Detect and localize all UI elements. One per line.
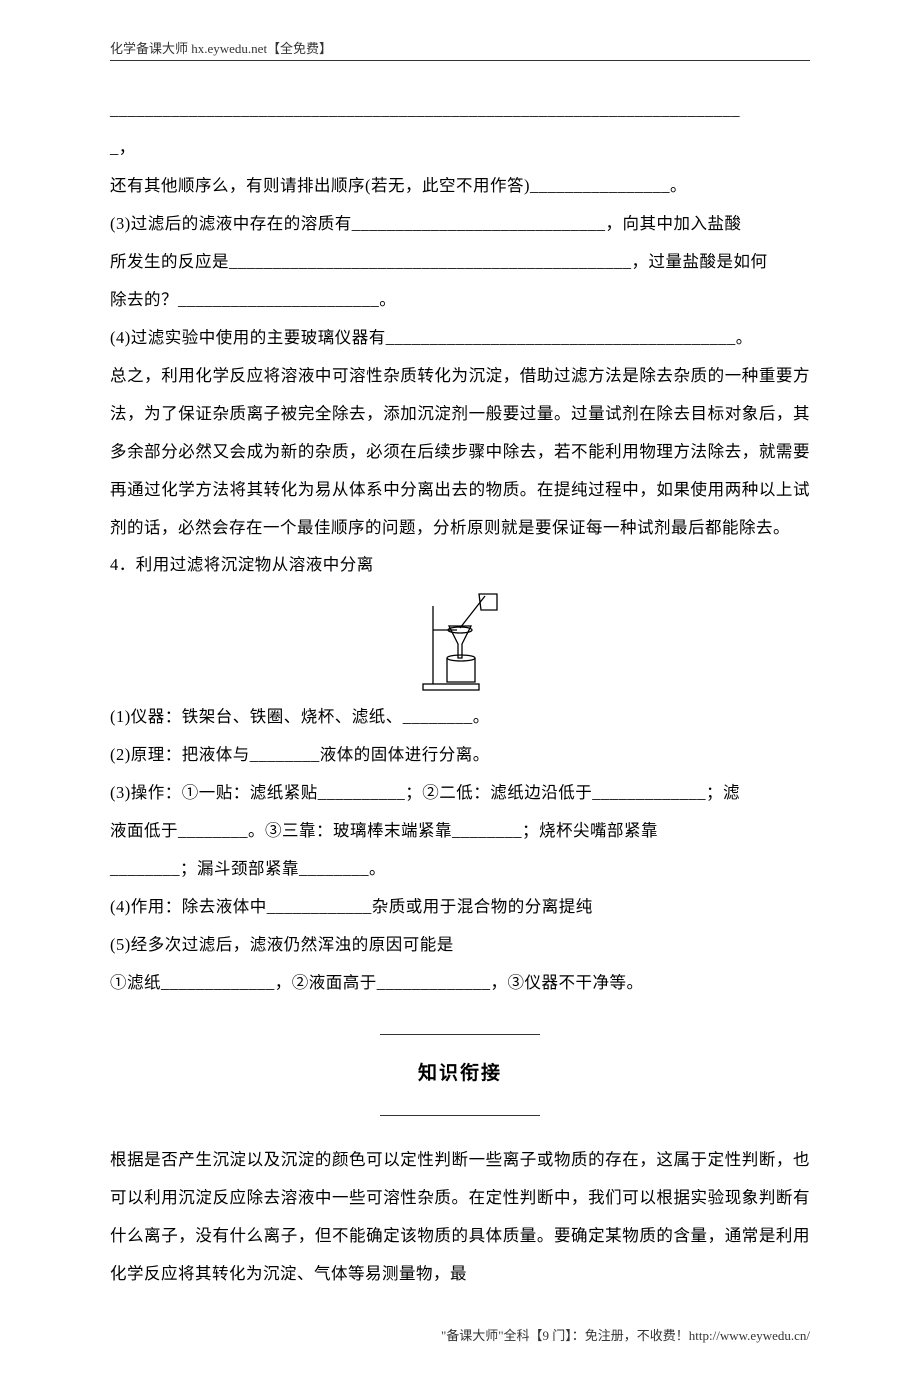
q2-principle: (2)原理：把液体与________液体的固体进行分离。 [110, 736, 810, 774]
q3-operation-a: (3)操作：①一贴：滤纸紧贴__________；②二低：滤纸边沿低于_____… [110, 774, 810, 812]
line-q3-remove: 除去的？_______________________。 [110, 281, 810, 319]
heading-4: 4．利用过滤将沉淀物从溶液中分离 [110, 546, 810, 584]
q1-apparatus: (1)仪器：铁架台、铁圈、烧杯、滤纸、________。 [110, 698, 810, 736]
line-q3-reaction: 所发生的反应是_________________________________… [110, 243, 810, 281]
line-q4-glassware: (4)过滤实验中使用的主要玻璃仪器有______________________… [110, 319, 810, 357]
section-title: 知识衔接 [412, 1063, 508, 1084]
q5-turbid-b: ①滤纸_____________，②液面高于_____________，③仪器不… [110, 964, 810, 1002]
blank-line-long: ________________________________________… [110, 91, 810, 129]
page-container: 化学备课大师 hx.eywedu.net【全免费】 ______________… [0, 0, 920, 1385]
section-divider: 知识衔接 [110, 1014, 810, 1134]
divider-left [380, 1034, 540, 1035]
q5-turbid-a: (5)经多次过滤后，滤液仍然浑浊的原因可能是 [110, 926, 810, 964]
q3-operation-c: ________；漏斗颈部紧靠________。 [110, 850, 810, 888]
blank-line-tail: _， [110, 129, 810, 167]
paragraph-summary: 总之，利用化学反应将溶液中可溶性杂质转化为沉淀，借助过滤方法是除去杂质的一种重要… [110, 357, 810, 547]
q4-function: (4)作用：除去液体中____________杂质或用于混合物的分离提纯 [110, 888, 810, 926]
page-header: 化学备课大师 hx.eywedu.net【全免费】 [110, 40, 810, 61]
line-q3-solute: (3)过滤后的滤液中存在的溶质有________________________… [110, 205, 810, 243]
header-text: 化学备课大师 hx.eywedu.net【全免费】 [110, 41, 332, 56]
divider-right [380, 1115, 540, 1116]
page-footer: "备课大师"全科【9 门】：免注册，不收费！http://www.eywedu.… [110, 1327, 810, 1345]
q3-operation-b: 液面低于________。③三靠：玻璃棒末端紧靠________；烧杯尖嘴部紧靠 [110, 812, 810, 850]
filtration-apparatus-diagram [405, 586, 515, 696]
line-other-order: 还有其他顺序么，有则请排出顺序(若无，此空不用作答)______________… [110, 167, 810, 205]
body-content: ________________________________________… [110, 91, 810, 1293]
footer-text: "备课大师"全科【9 门】：免注册，不收费！http://www.eywedu.… [441, 1328, 810, 1343]
paragraph-knowledge: 根据是否产生沉淀以及沉淀的颜色可以定性判断一些离子或物质的存在，这属于定性判断，… [110, 1141, 810, 1293]
